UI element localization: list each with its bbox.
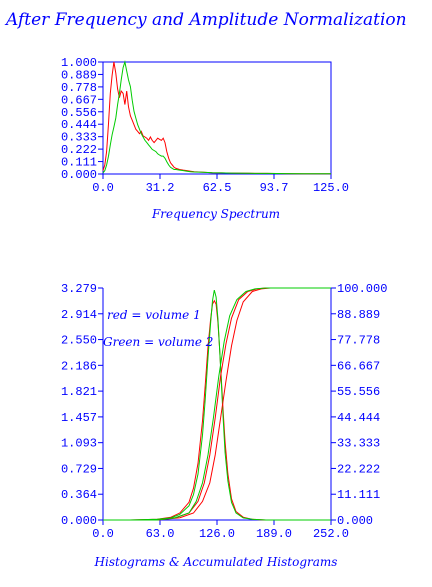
histogram-x-tick-label: 252.0 xyxy=(313,527,349,541)
spectrum-x-ticks: 0.0 31.2 62.5 93.7 125.0 xyxy=(92,174,349,195)
histogram-series-green xyxy=(103,289,331,521)
histogram-y-tick-label: 2.914 xyxy=(61,308,97,322)
histogram-x-tick-label: 0.0 xyxy=(92,527,114,541)
histogram-y2-tick-label: 22.222 xyxy=(337,462,380,476)
legend-entry-red: red = volume 1 xyxy=(107,308,201,322)
histogram-y2-tick-label: 0.000 xyxy=(337,514,373,528)
spectrum-x-tick-label: 125.0 xyxy=(313,181,349,195)
histogram-x-tick-label: 63.0 xyxy=(146,527,175,541)
histogram-y2-tick-label: 66.667 xyxy=(337,359,380,373)
spectrum-plot-frame xyxy=(102,61,332,175)
histogram-y-tick-label: 3.279 xyxy=(61,282,97,296)
histogram-y-tick-label: 2.186 xyxy=(61,359,97,373)
legend-entry-green: Green = volume 2 xyxy=(103,335,213,349)
accumulated-series-2 xyxy=(103,287,331,521)
histogram-y-tick-label: 2.550 xyxy=(61,334,97,348)
histogram-series-red xyxy=(103,299,331,521)
spectrum-y-tick-label: 0.556 xyxy=(61,106,97,120)
histogram-x-ticks: 0.0 63.0 126.0 189.0 252.0 xyxy=(92,520,349,541)
spectrum-x-tick-label: 31.2 xyxy=(146,181,175,195)
histogram-y2-ticks: 0.000 11.111 22.222 33.333 44.444 55.556 66.66… xyxy=(331,282,387,528)
histogram-y-tick-label: 0.000 xyxy=(61,514,97,528)
histogram-y2-tick-label: 33.333 xyxy=(337,437,380,451)
spectrum-series-green xyxy=(102,60,331,175)
spectrum-x-tick-label: 93.7 xyxy=(260,181,289,195)
histogram-y-tick-label: 1.821 xyxy=(61,385,97,399)
spectrum-xlabel: Frequency Spectrum xyxy=(151,207,280,221)
spectrum-y-tick-label: 1.000 xyxy=(61,56,97,70)
histogram-y2-tick-label: 44.444 xyxy=(337,411,380,425)
spectrum-y-ticks: 0.0000.1110.2220.3330.4440.5560.6670.778… xyxy=(61,56,103,182)
histogram-y-tick-label: 0.729 xyxy=(61,462,97,476)
spectrum-x-tick-label: 0.0 xyxy=(92,181,114,195)
histogram-y2-tick-label: 77.778 xyxy=(337,334,380,348)
histogram-y2-tick-label: 11.111 xyxy=(337,488,380,502)
spectrum-y-tick-label: 0.889 xyxy=(61,68,97,82)
spectrum-y-tick-label: 0.778 xyxy=(61,81,97,95)
accumulated-series-0 xyxy=(103,287,331,521)
spectrum-y-tick-label: 0.000 xyxy=(61,168,97,182)
page-title: After Frequency and Amplitude Normalizat… xyxy=(4,10,407,30)
histogram-y2-tick-label: 55.556 xyxy=(337,385,380,399)
spectrum-y-tick-label: 0.667 xyxy=(61,93,97,107)
spectrum-series-red xyxy=(102,61,331,175)
histogram-y-tick-label: 1.093 xyxy=(61,437,97,451)
histogram-y-ticks: 0.000 0.364 0.729 1.093 1.457 1.821 2.186 2.550… xyxy=(61,282,103,528)
histogram-chart: 0.000 0.364 0.729 1.093 1.457 1.821 2.186 2.550… xyxy=(61,282,387,569)
histogram-y-tick-label: 1.457 xyxy=(61,411,97,425)
histogram-x-tick-label: 126.0 xyxy=(199,527,235,541)
histogram-xlabel: Histograms & Accumulated Histograms xyxy=(94,555,338,569)
histogram-lines xyxy=(103,287,331,521)
histogram-y2-tick-label: 100.000 xyxy=(337,282,387,296)
histogram-y-tick-label: 0.364 xyxy=(61,488,97,502)
spectrum-x-tick-label: 62.5 xyxy=(203,181,232,195)
spectrum-y-tick-label: 0.111 xyxy=(61,156,97,170)
histogram-y2-tick-label: 88.889 xyxy=(337,308,380,322)
spectrum-y-tick-label: 0.444 xyxy=(61,118,97,132)
frequency-spectrum-chart: 0.0000.1110.2220.3330.4440.5560.6670.778… xyxy=(61,56,349,221)
histogram-x-tick-label: 189.0 xyxy=(256,527,292,541)
spectrum-lines xyxy=(102,60,331,175)
spectrum-y-tick-label: 0.222 xyxy=(61,143,97,157)
spectrum-y-tick-label: 0.333 xyxy=(61,131,97,145)
